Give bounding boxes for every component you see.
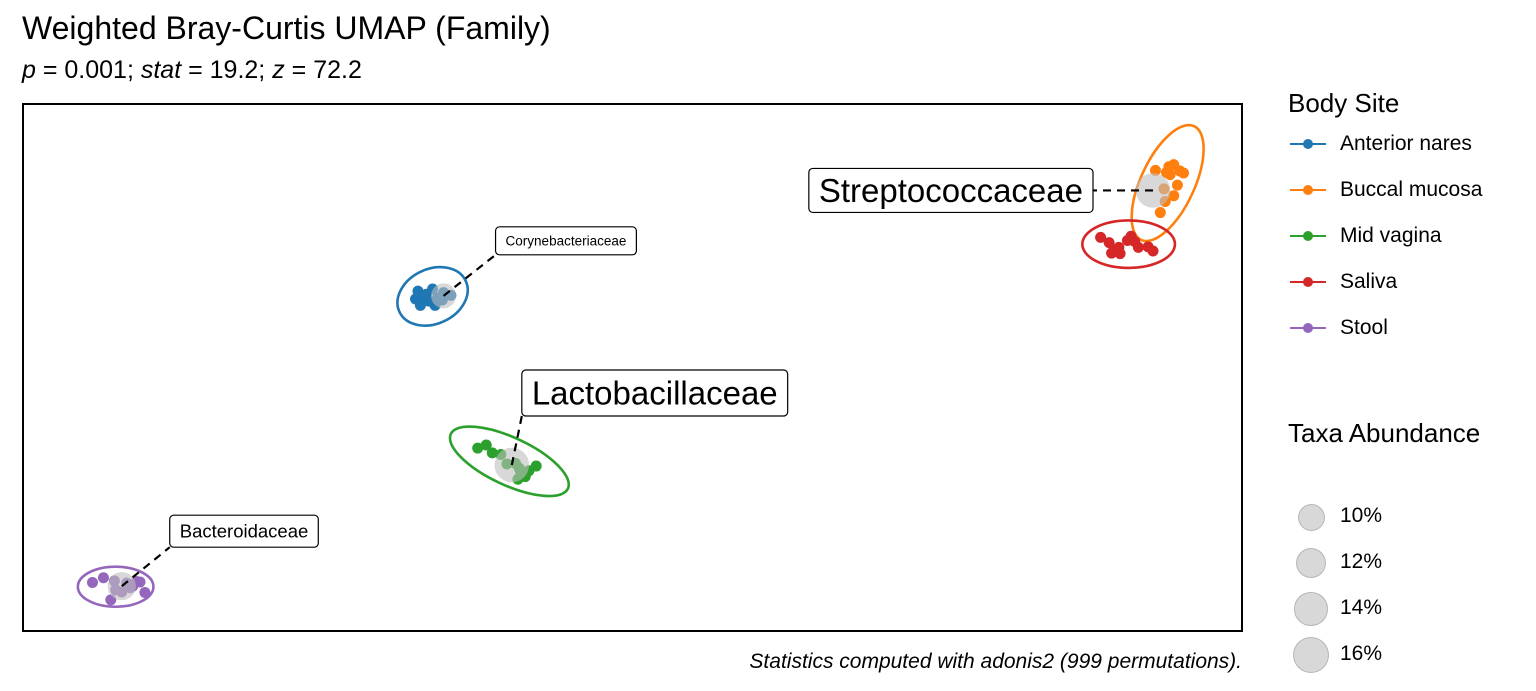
legend-label-abundance-10: 10% bbox=[1340, 504, 1383, 527]
buccal-mucosa-point bbox=[1154, 207, 1166, 219]
corynebacteriaceae-leader-line bbox=[442, 253, 497, 297]
corynebacteriaceae-label-box bbox=[494, 226, 637, 256]
stool-point bbox=[97, 572, 109, 584]
legend-item-buccal-mucosa: Buccal mucosa bbox=[1288, 175, 1482, 205]
bacteroidaceae-leader-line bbox=[121, 546, 171, 588]
legend-key-stool bbox=[1288, 313, 1326, 343]
corynebacteriaceae-label: Corynebacteriaceae bbox=[506, 234, 627, 249]
mid-vagina-point bbox=[530, 460, 542, 472]
saliva-point bbox=[1095, 231, 1107, 243]
legend-item-abundance-10: 10% bbox=[1288, 501, 1382, 531]
streptococcaceae-label: Streptococcaceae bbox=[819, 172, 1083, 209]
z-symbol: z bbox=[272, 56, 285, 84]
abundance-legend: Taxa Abundance 10% 12% 14% 16% bbox=[1288, 418, 1481, 674]
lactobacillaceae-label-box bbox=[521, 369, 789, 417]
mid-vagina-point bbox=[486, 447, 498, 459]
buccal-mucosa-point bbox=[1171, 179, 1183, 191]
legend-size-key-12 bbox=[1288, 547, 1327, 579]
anterior-nares-point bbox=[414, 299, 426, 311]
anterior-nares-point bbox=[420, 288, 432, 300]
legend-size-key-10 bbox=[1288, 501, 1326, 531]
bacteroidaceae-label-box bbox=[169, 514, 319, 548]
saliva-ellipse bbox=[1081, 219, 1177, 270]
legend-key-saliva bbox=[1288, 267, 1326, 297]
bacteroidaceae-label: Bacteroidaceae bbox=[180, 521, 309, 542]
p-value: = 0.001; bbox=[35, 56, 141, 84]
chart-subtitle: p = 0.001; stat = 19.2; z = 72.2 bbox=[22, 56, 362, 85]
buccal-mucosa-point bbox=[1168, 190, 1180, 202]
legend-label-abundance-14: 14% bbox=[1340, 596, 1383, 619]
legend-label-stool: Stool bbox=[1340, 316, 1388, 339]
body-site-legend: Body Site Anterior nares Buccal mucosa Mid… bbox=[1288, 88, 1482, 339]
buccal-mucosa-point bbox=[1177, 167, 1189, 179]
mid-vagina-ellipse bbox=[448, 425, 571, 498]
legend-key-mid-vagina bbox=[1288, 221, 1326, 251]
legend-item-mid-vagina: Mid vagina bbox=[1288, 221, 1442, 251]
legend-key-buccal-mucosa bbox=[1288, 175, 1326, 205]
legend-item-abundance-12: 12% bbox=[1288, 547, 1383, 579]
legend-item-abundance-14: 14% bbox=[1288, 592, 1383, 626]
stool-point bbox=[86, 577, 98, 589]
stool-ellipse bbox=[76, 565, 155, 609]
legend-size-key-14 bbox=[1288, 592, 1328, 626]
legend-key-anterior-nares bbox=[1288, 129, 1326, 159]
saliva-point bbox=[1114, 248, 1126, 260]
legend-label-abundance-12: 12% bbox=[1340, 550, 1383, 573]
p-symbol: p bbox=[22, 56, 36, 84]
mid-vagina-point bbox=[472, 442, 484, 454]
chart-title: Weighted Bray-Curtis UMAP (Family) bbox=[22, 10, 551, 46]
bacteroidaceae-bubble bbox=[107, 572, 136, 601]
lactobacillaceae-label: Lactobacillaceae bbox=[532, 375, 778, 412]
stat-value: = 19.2; bbox=[181, 56, 273, 84]
stool-point bbox=[139, 587, 151, 599]
legend-label-mid-vagina: Mid vagina bbox=[1340, 224, 1442, 247]
saliva-point bbox=[1147, 245, 1159, 257]
plot-panel-border bbox=[22, 103, 1243, 632]
legend-item-abundance-16: 16% bbox=[1288, 636, 1383, 674]
chart-caption: Statistics computed with adonis2 (999 pe… bbox=[749, 650, 1242, 673]
anterior-nares-ellipse bbox=[396, 265, 469, 327]
z-value: = 72.2 bbox=[284, 56, 362, 84]
buccal-mucosa-ellipse bbox=[1130, 123, 1205, 243]
abundance-legend-title: Taxa Abundance bbox=[1288, 418, 1481, 448]
body-site-legend-title: Body Site bbox=[1288, 88, 1400, 118]
buccal-mucosa-point bbox=[1164, 169, 1176, 181]
saliva-point bbox=[1106, 247, 1118, 259]
legend-item-anterior-nares: Anterior nares bbox=[1288, 129, 1472, 159]
legend-label-saliva: Saliva bbox=[1340, 270, 1398, 293]
legend-size-key-16 bbox=[1288, 636, 1330, 674]
mid-vagina-point bbox=[480, 439, 492, 451]
legend-item-saliva: Saliva bbox=[1288, 267, 1397, 297]
legend-label-abundance-16: 16% bbox=[1340, 642, 1383, 665]
saliva-point bbox=[1132, 241, 1144, 253]
legend-item-stool: Stool bbox=[1288, 313, 1388, 343]
legend-label-anterior-nares: Anterior nares bbox=[1340, 132, 1472, 155]
legend-label-buccal-mucosa: Buccal mucosa bbox=[1340, 178, 1483, 201]
stat-symbol: stat bbox=[140, 56, 182, 84]
